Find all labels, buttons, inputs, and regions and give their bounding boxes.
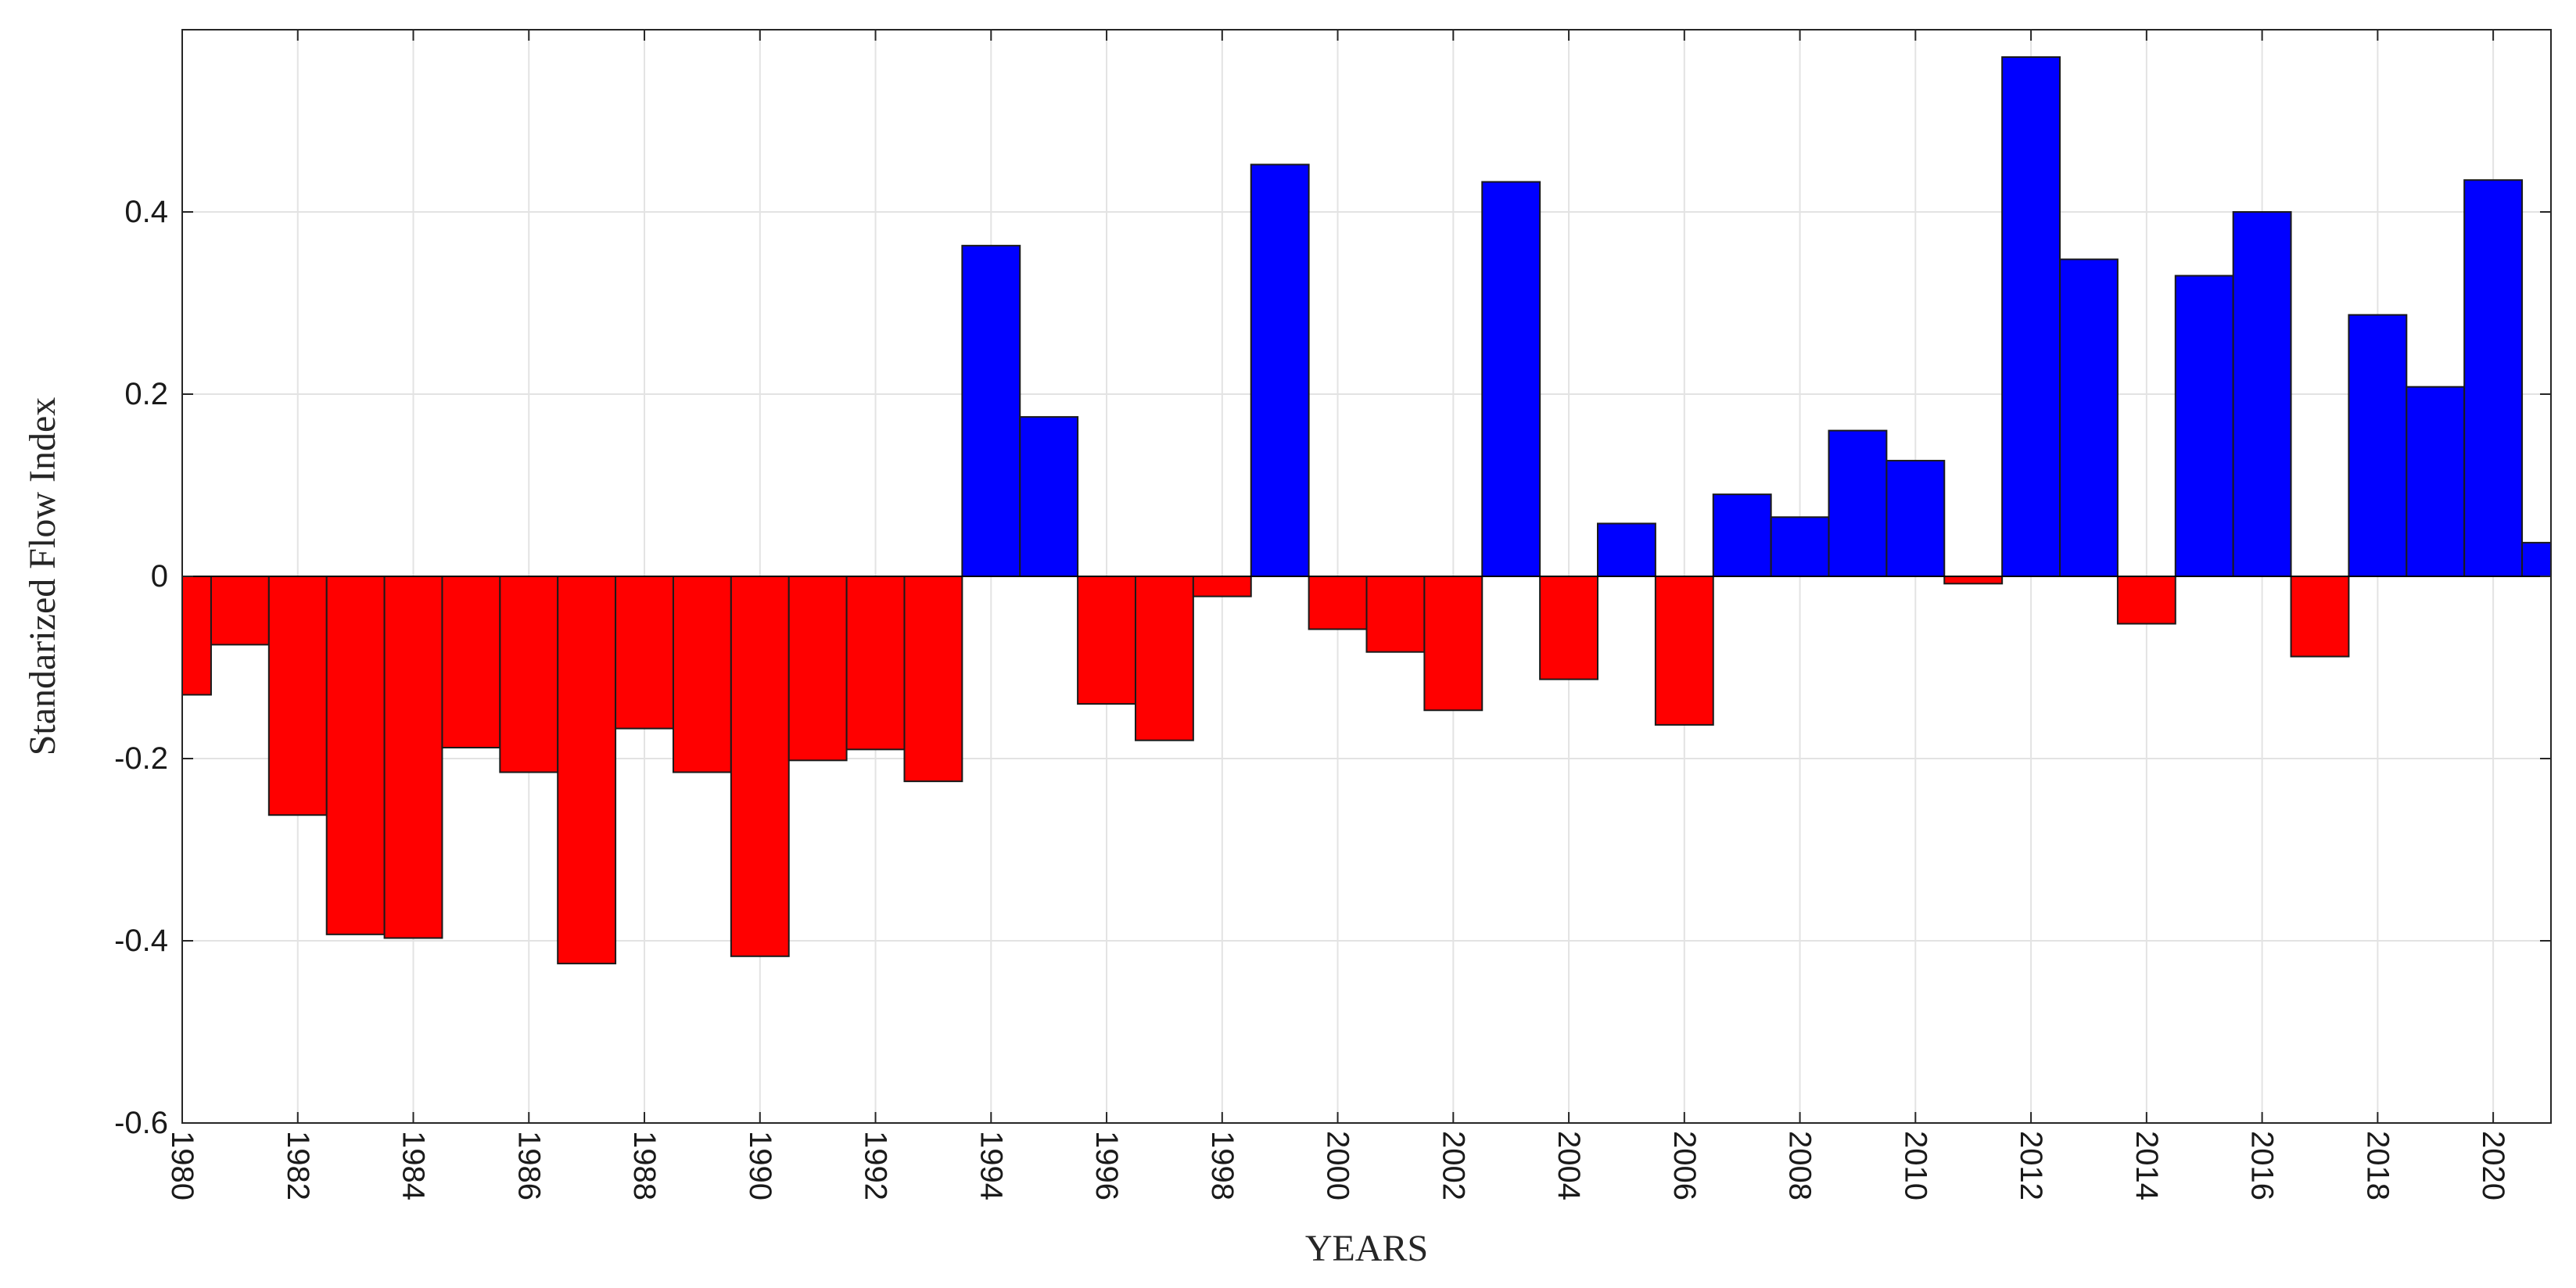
bars: [181, 56, 2553, 965]
bar-1980: [181, 576, 212, 696]
x-tick-label: 2000: [1321, 1131, 1355, 1200]
bar-2013: [2059, 258, 2119, 577]
y-axis-title: Standarized Flow Index: [22, 397, 63, 756]
bar-1990: [730, 576, 790, 957]
bar-1986: [499, 576, 559, 773]
y-tick-label: -0.6: [114, 1106, 168, 1140]
bar-2020: [2463, 179, 2524, 577]
x-tick-label: 1982: [281, 1131, 315, 1200]
x-tick-label: 2002: [1436, 1131, 1470, 1200]
ticks: [181, 30, 2551, 1124]
bar-1988: [615, 576, 674, 730]
x-tick-label: 2018: [2360, 1131, 2395, 1200]
bar-1996: [1077, 576, 1136, 705]
bar-2002: [1423, 576, 1484, 712]
bar-1998: [1192, 576, 1252, 597]
bar-2019: [2406, 386, 2466, 577]
y-tick-label: 0: [151, 559, 168, 594]
bar-1992: [845, 576, 906, 751]
y-tick-label: -0.4: [114, 924, 168, 958]
bar-2016: [2232, 211, 2292, 577]
bar-1995: [1019, 416, 1079, 577]
bar-2014: [2116, 576, 2176, 625]
bar-2017: [2290, 576, 2350, 658]
bar-2006: [1654, 576, 1714, 726]
bar-1985: [441, 576, 501, 749]
x-tick-label: 1980: [165, 1131, 199, 1200]
bar-1994: [961, 245, 1021, 577]
bar-2009: [1828, 429, 1888, 577]
bar-1981: [210, 576, 270, 646]
bar-1987: [557, 576, 617, 965]
y-tick-label: 0.4: [124, 195, 168, 229]
bar-2000: [1308, 576, 1368, 630]
x-tick-label: 1992: [859, 1131, 893, 1200]
x-tick-label: 2012: [2014, 1131, 2048, 1200]
y-tick-label: -0.2: [114, 741, 168, 776]
bar-1983: [325, 576, 386, 935]
x-tick-label: 1996: [1089, 1131, 1124, 1200]
x-tick-label: 2010: [1898, 1131, 1932, 1200]
x-tick-label: 1986: [511, 1131, 546, 1200]
y-tick-label: 0.2: [124, 377, 168, 411]
bar-1989: [672, 576, 732, 773]
bar-2021: [2521, 541, 2553, 578]
bar-2001: [1365, 576, 1426, 653]
x-axis-title: YEARS: [1305, 1228, 1428, 1269]
bar-1982: [267, 576, 328, 816]
bar-2010: [1885, 460, 1946, 577]
x-tick-label: 2004: [1552, 1131, 1586, 1200]
x-tick-label: 2008: [1783, 1131, 1817, 1200]
bar-1984: [383, 576, 443, 939]
x-tick-label: 1984: [396, 1131, 431, 1200]
x-tick-label: 2006: [1667, 1131, 1702, 1200]
bar-2007: [1712, 493, 1772, 578]
x-tick-label: 1994: [974, 1131, 1008, 1200]
x-tick-label: 2014: [2129, 1131, 2164, 1200]
y-tick-labels: -0.6 -0.4 -0.2 0 0.2 0.4: [114, 195, 168, 1140]
x-tick-label: 2020: [2476, 1131, 2510, 1200]
bar-1991: [788, 576, 848, 762]
bar-2011: [1943, 576, 2004, 585]
bar-2012: [2001, 56, 2061, 577]
x-tick-labels: 1980 1982 1984 1986 1988 1990 1992 1994 1996 1998…: [165, 1131, 2510, 1200]
x-tick-label: 2016: [2245, 1131, 2280, 1200]
bar-2003: [1481, 181, 1541, 577]
bar-2015: [2174, 274, 2234, 577]
x-tick-label: 1998: [1205, 1131, 1240, 1200]
x-tick-label: 1990: [743, 1131, 777, 1200]
bar-1999: [1250, 163, 1310, 578]
bar-2008: [1770, 516, 1830, 578]
bar-1993: [903, 576, 963, 783]
bar-1997: [1134, 576, 1194, 741]
bar-2005: [1597, 522, 1656, 577]
bar-2018: [2348, 314, 2408, 577]
x-tick-label: 1988: [627, 1131, 662, 1200]
bar-2004: [1539, 576, 1599, 680]
